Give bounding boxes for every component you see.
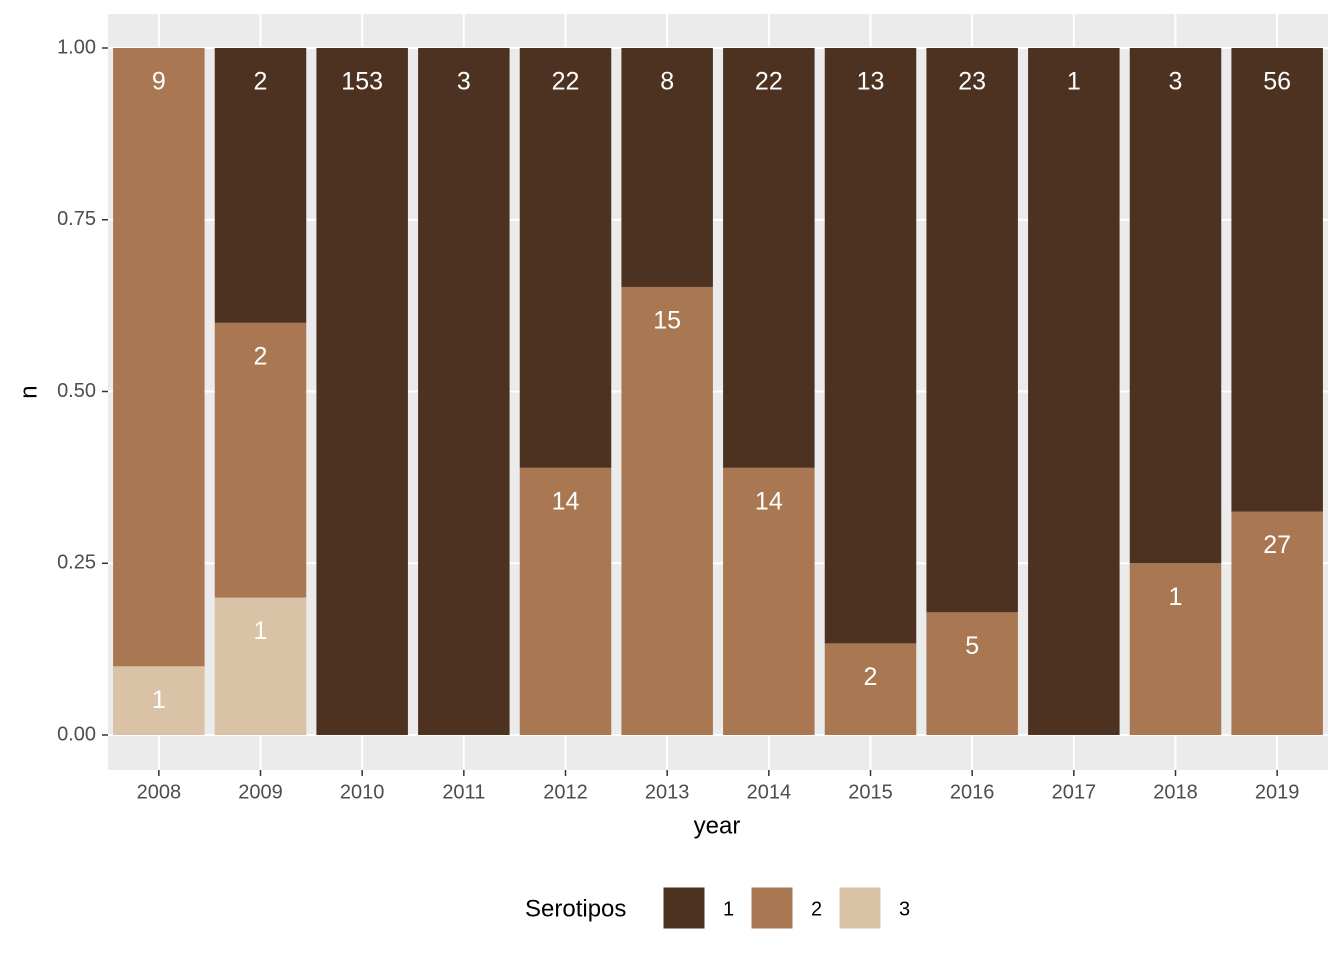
legend-label: 1 [723, 898, 734, 920]
data-label: 1 [254, 617, 268, 645]
y-tick-label: 0.00 [57, 723, 96, 745]
bar-segment [418, 48, 510, 735]
data-label: 27 [1263, 531, 1291, 559]
y-tick-label: 0.50 [57, 380, 96, 402]
bar-segment [1231, 48, 1323, 512]
bar-segment [621, 286, 713, 735]
bar-segment [214, 597, 307, 735]
bar-segment [1129, 563, 1222, 735]
data-label: 2 [254, 342, 268, 370]
bar-segment [1129, 48, 1222, 564]
data-label: 8 [660, 68, 674, 96]
data-label: 5 [965, 632, 979, 660]
x-tick-label: 2015 [848, 781, 893, 803]
bar-segment [926, 612, 1018, 735]
data-label: 3 [457, 68, 471, 96]
y-axis-title: n [15, 385, 42, 398]
bar-segment [824, 643, 917, 735]
bar-segment [621, 48, 713, 287]
y-tick-label: 0.25 [57, 552, 96, 574]
legend-key [662, 886, 706, 930]
x-tick-label: 2008 [137, 781, 182, 803]
bar-segment [824, 48, 917, 644]
data-label: 22 [552, 68, 580, 96]
legend-key [838, 886, 882, 930]
x-tick-label: 2019 [1255, 781, 1300, 803]
x-tick-label: 2010 [340, 781, 385, 803]
bar-segment [316, 48, 408, 735]
bar-segment [926, 48, 1018, 613]
x-tick-label: 2016 [950, 781, 995, 803]
data-label: 14 [755, 487, 783, 515]
x-tick-label: 2017 [1052, 781, 1097, 803]
x-axis-title: year [694, 812, 741, 839]
data-label: 14 [552, 487, 580, 515]
x-tick-label: 2013 [645, 781, 690, 803]
data-label: 22 [755, 68, 783, 96]
data-label: 153 [341, 68, 383, 96]
data-label: 1 [152, 686, 166, 714]
legend-label: 2 [811, 898, 822, 920]
data-label: 2 [254, 68, 268, 96]
data-label: 3 [1169, 68, 1183, 96]
bar-segment [723, 467, 815, 735]
bar-segment [113, 48, 205, 667]
x-tick-label: 2012 [543, 781, 588, 803]
bar-segment [723, 48, 815, 468]
x-tick-label: 2011 [442, 781, 485, 803]
data-label: 1 [1169, 583, 1183, 611]
bar-segment [1028, 48, 1120, 735]
x-tick-label: 2009 [238, 781, 283, 803]
bar-segment [214, 48, 307, 323]
data-label: 9 [152, 68, 166, 96]
y-tick-label: 0.75 [57, 208, 96, 230]
x-tick-label: 2014 [747, 781, 792, 803]
legend-key [750, 886, 794, 930]
bar-segment [519, 467, 612, 735]
data-label: 1 [1067, 68, 1081, 96]
legend-label: 3 [899, 898, 910, 920]
bar-segment [214, 322, 307, 598]
x-tick-label: 2018 [1153, 781, 1198, 803]
y-tick-label: 1.00 [57, 36, 96, 58]
data-label: 13 [857, 68, 885, 96]
data-label: 2 [864, 663, 878, 691]
data-label: 23 [958, 68, 986, 96]
data-label: 15 [653, 307, 681, 335]
bar-segment [1231, 511, 1323, 735]
bar-segment [519, 48, 612, 468]
data-label: 56 [1263, 68, 1291, 96]
legend-title: Serotipos [525, 895, 626, 922]
bar-segment [113, 666, 205, 735]
